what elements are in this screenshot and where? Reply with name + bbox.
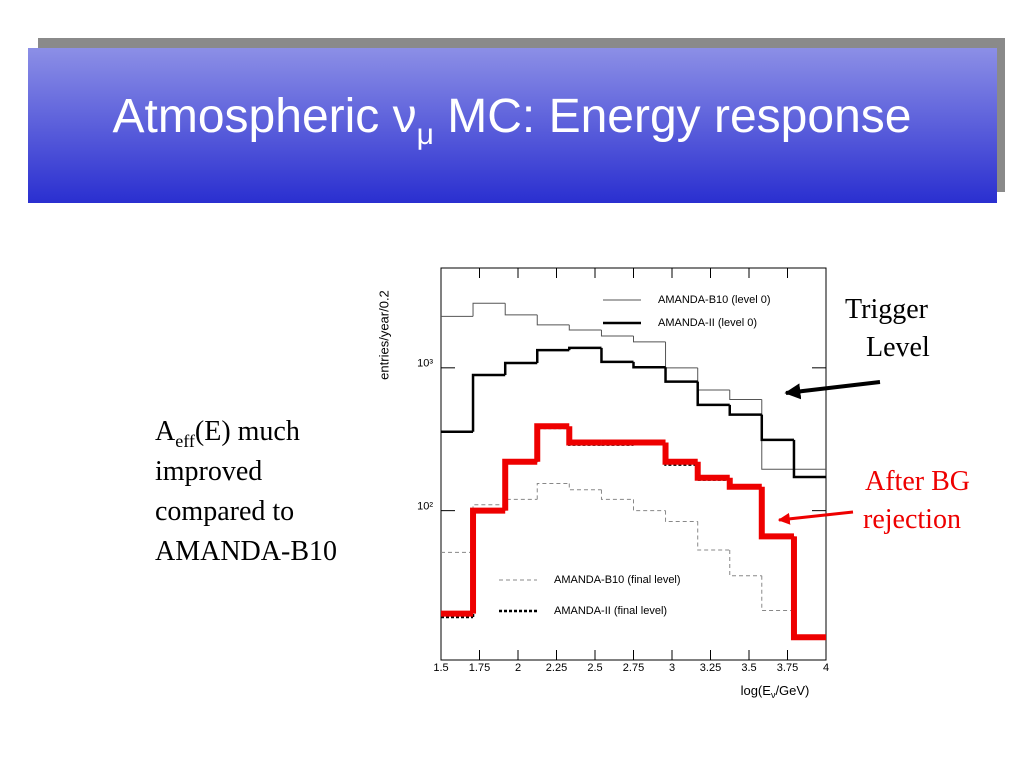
x-axis-label: log(Eν/GeV) [741, 683, 810, 700]
x-tick-label: 1.5 [433, 662, 448, 674]
x-label-rest: /GeV) [775, 683, 809, 698]
histogram-bin [503, 361, 538, 376]
histogram-bin [760, 414, 794, 442]
x-tick-label: 3 [669, 662, 675, 674]
x-tick-label: 2 [515, 662, 521, 674]
bg-arrow [777, 510, 854, 525]
histogram-bin [697, 367, 730, 391]
histogram-bin [633, 499, 666, 512]
y-tick-label: 10³ [417, 358, 433, 370]
histogram-bin [600, 330, 634, 337]
histogram-bin [504, 498, 538, 505]
histogram-bin [726, 477, 762, 490]
histogram-bin [665, 510, 698, 522]
histogram-bin [504, 303, 538, 316]
left-sub: eff [175, 431, 195, 451]
histogram-bin [502, 458, 538, 511]
left-line: compared to [155, 496, 294, 527]
histogram-bin [694, 461, 730, 481]
y-tick-label: 10² [417, 501, 433, 513]
histogram-bin [471, 509, 506, 618]
title-sub: μ [417, 118, 434, 151]
histogram-bin [633, 336, 666, 343]
bg-2: rejection [863, 504, 961, 535]
left-line: AMANDA-B10 [155, 536, 337, 567]
x-tick-label: 2.5 [587, 662, 602, 674]
left-rest: (E) much [195, 416, 300, 447]
legend-label: AMANDA-II (final level) [554, 605, 667, 617]
trigger-2: Level [866, 332, 930, 363]
y-axis-label: entries/year/0.2 [376, 290, 391, 380]
left-line-1: Aeff(E) much [155, 416, 300, 451]
histogram-bin [790, 536, 826, 641]
histogram-bin [536, 348, 570, 364]
histogram-bin [536, 426, 570, 462]
trigger-1: Trigger [845, 294, 929, 325]
histogram-bin [665, 341, 698, 369]
bg-1: After BG [865, 466, 970, 497]
histogram-bin [470, 507, 506, 614]
histogram-bin [696, 381, 730, 407]
histogram-bin [536, 314, 570, 326]
title-box [28, 48, 997, 203]
histogram-bin [729, 550, 762, 577]
title-rest: MC: Energy response [434, 90, 912, 143]
x-tick-label: 4 [823, 662, 829, 674]
histogram-bin [664, 367, 698, 383]
legend-label: AMANDA-B10 (level 0) [658, 294, 770, 306]
x-label-main: log(E [741, 683, 772, 698]
histogram-bin [568, 346, 602, 351]
histogram-bin [471, 373, 506, 432]
x-tick-label: 2.25 [546, 662, 567, 674]
left-a: A [155, 416, 176, 447]
x-tick-label: 3.75 [777, 662, 798, 674]
histogram-bin [536, 482, 570, 500]
legend-label: AMANDA-II (level 0) [658, 317, 757, 329]
histogram-bin [662, 442, 698, 465]
histogram-bin [632, 361, 666, 369]
histogram-bin [697, 521, 730, 551]
histogram-bin [503, 460, 538, 511]
histogram-bin [566, 426, 602, 446]
left-line: improved [155, 456, 262, 487]
histogram-bin [568, 483, 602, 491]
histogram-bin [761, 575, 794, 611]
histogram-bin [600, 489, 634, 500]
legend-label: AMANDA-B10 (final level) [554, 574, 681, 586]
histogram-bin [792, 536, 826, 639]
histogram-bin [760, 487, 794, 538]
x-tick-label: 1.75 [469, 662, 490, 674]
histogram-bin [534, 423, 570, 462]
x-tick-label: 3.25 [700, 662, 721, 674]
histogram-bin [792, 439, 826, 479]
title-main: Atmospheric ν [113, 90, 417, 143]
x-tick-label: 3.5 [741, 662, 756, 674]
histogram-bin [472, 302, 506, 317]
x-tick-label: 2.75 [623, 662, 644, 674]
plot-frame [440, 267, 827, 661]
histogram-bin [568, 324, 602, 331]
histogram-bin [761, 399, 794, 470]
histogram-bin [793, 610, 826, 638]
histogram-bin [729, 389, 762, 401]
histogram-bin [728, 404, 762, 416]
histogram-bin [758, 486, 794, 540]
x-label-sub: ν [771, 690, 776, 700]
trigger-arrow [784, 380, 881, 400]
slide-title: Atmospheric νμ MC: Energy response [113, 90, 912, 151]
histogram-bin [600, 347, 634, 364]
